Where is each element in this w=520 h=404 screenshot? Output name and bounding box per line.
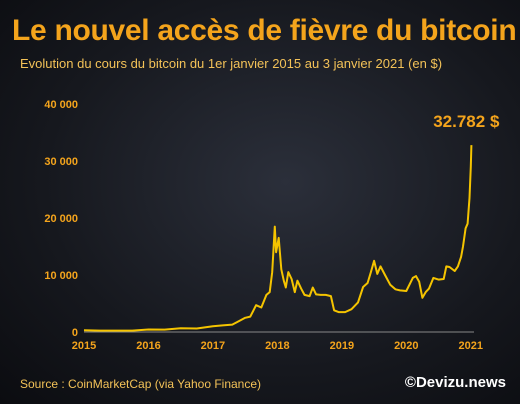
x-tick-label: 2016 <box>136 340 160 352</box>
last-value-annotation: 32.782 $ <box>433 112 500 131</box>
y-axis-ticks: 0 10 000 20 000 30 000 40 000 <box>44 99 78 339</box>
y-tick-label: 20 000 <box>44 213 78 225</box>
series-line-bitcoin-price <box>83 145 473 332</box>
x-axis-ticks: 2015 2016 2017 2018 2019 2020 2021 <box>72 340 483 352</box>
y-tick-label: 30 000 <box>44 156 78 168</box>
y-tick-label: 0 <box>72 327 78 339</box>
y-tick-label: 40 000 <box>44 99 78 111</box>
x-tick-label: 2018 <box>265 340 289 352</box>
x-tick-label: 2021 <box>459 340 483 352</box>
x-tick-label: 2019 <box>330 340 354 352</box>
x-tick-label: 2015 <box>72 340 96 352</box>
brand-watermark: ©Devizu.news <box>404 374 506 391</box>
x-tick-label: 2017 <box>201 340 225 352</box>
chart-title: Le nouvel accès de fièvre du bitcoin <box>12 14 517 47</box>
chart-subtitle: Evolution du cours du bitcoin du 1er jan… <box>20 56 443 71</box>
x-tick-label: 2020 <box>394 340 418 352</box>
y-tick-label: 10 000 <box>44 270 78 282</box>
source-note: Source : CoinMarketCap (via Yahoo Financ… <box>20 377 262 391</box>
